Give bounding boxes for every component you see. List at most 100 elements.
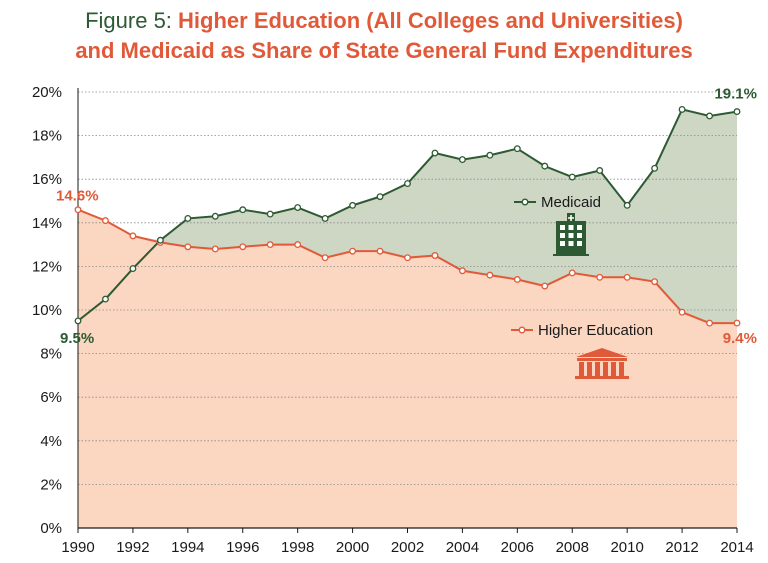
hospital-icon-window	[568, 241, 574, 246]
x-tick-label: 2012	[665, 539, 698, 556]
university-icon-column	[603, 362, 608, 376]
hospital-icon-window	[560, 233, 565, 238]
higher-ed-point	[294, 241, 302, 249]
x-tick-label: 1998	[281, 539, 314, 556]
annotation-medicaid-end: 19.1%	[714, 86, 757, 103]
higher-ed-point	[349, 247, 357, 255]
hospital-icon-window	[560, 225, 565, 230]
higher-ed-point	[706, 319, 713, 327]
university-icon-column	[579, 362, 584, 376]
higher-ed-point	[211, 245, 219, 253]
x-tick-label: 1994	[171, 539, 204, 556]
higher-ed-point	[321, 254, 329, 262]
medicaid-point	[541, 162, 549, 170]
medicaid-point	[239, 206, 247, 214]
higher-ed-point	[404, 254, 411, 262]
medicaid-point	[623, 201, 631, 209]
higher-ed-point	[733, 319, 741, 327]
x-tick-label: 2008	[556, 539, 589, 556]
y-tick-label: 14%	[32, 215, 62, 232]
medicaid-point	[321, 214, 329, 222]
y-tick-label: 18%	[32, 128, 62, 145]
y-tick-label: 10%	[32, 302, 62, 319]
medicaid-point	[486, 151, 494, 159]
medicaid-point	[349, 201, 357, 209]
x-tick-label: 2004	[446, 539, 479, 556]
legend-medicaid-label: Medicaid	[541, 194, 601, 211]
y-tick-label: 20%	[32, 84, 62, 101]
medicaid-point	[156, 236, 164, 244]
university-icon-column	[587, 362, 592, 376]
y-tick-label: 6%	[40, 389, 62, 406]
higher-ed-point	[651, 278, 659, 286]
medicaid-point	[568, 173, 576, 181]
medicaid-point	[651, 164, 659, 172]
title-line1: Higher Education (All Colleges and Unive…	[178, 8, 683, 33]
university-icon	[576, 348, 628, 357]
higher-ed-point	[486, 271, 494, 279]
x-tick-label: 1992	[116, 539, 149, 556]
y-tick-label: 0%	[40, 520, 62, 537]
title-line2: and Medicaid as Share of State General F…	[75, 38, 693, 63]
y-tick-label: 8%	[40, 346, 62, 363]
higher-ed-point	[458, 267, 466, 275]
legend-higher-ed-label: Higher Education	[538, 322, 653, 339]
medicaid-point	[513, 145, 521, 153]
hospital-icon-window	[568, 225, 574, 230]
university-icon-column	[595, 362, 600, 376]
higher-ed-point	[129, 232, 137, 240]
higher-ed-point	[541, 282, 549, 290]
x-tick-label: 2000	[336, 539, 369, 556]
medicaid-point	[376, 193, 384, 201]
higher-ed-point	[596, 273, 604, 281]
medicaid-point	[211, 212, 219, 220]
legend-higher-ed-marker	[518, 326, 526, 334]
higher-ed-point	[431, 252, 439, 259]
x-tick-label: 2006	[501, 539, 534, 556]
annotation-higher-ed-end: 9.4%	[723, 330, 757, 347]
university-icon-lintel	[577, 358, 627, 361]
y-tick-label: 12%	[32, 258, 62, 275]
hospital-icon-base	[553, 254, 589, 256]
higher-ed-point	[266, 241, 274, 249]
higher-ed-point	[184, 243, 192, 251]
medicaid-point	[266, 210, 274, 218]
x-tick-label: 2002	[391, 539, 424, 556]
medicaid-point	[404, 180, 411, 188]
annotation-medicaid-start: 9.5%	[60, 330, 94, 347]
medicaid-point	[596, 167, 604, 174]
higher-ed-point	[678, 308, 686, 316]
university-icon-column	[611, 362, 616, 376]
higher-ed-point	[568, 269, 576, 277]
x-tick-label: 1996	[226, 539, 259, 556]
x-tick-label: 2014	[720, 539, 753, 556]
university-icon-column	[619, 362, 624, 376]
higher-ed-area	[78, 209, 737, 528]
medicaid-point	[184, 214, 192, 222]
medicaid-point	[294, 204, 302, 211]
hospital-icon-window	[577, 241, 582, 246]
y-tick-label: 4%	[40, 433, 62, 450]
medicaid-point	[458, 156, 466, 164]
higher-ed-point	[239, 243, 247, 251]
title-prefix: Figure 5:	[85, 8, 179, 33]
hospital-icon-window	[577, 233, 582, 238]
medicaid-point	[129, 265, 137, 273]
hospital-icon-window	[577, 225, 582, 230]
x-tick-label: 1990	[61, 539, 94, 556]
university-icon-base	[575, 376, 629, 379]
medicaid-point	[706, 112, 713, 120]
y-tick-label: 16%	[32, 171, 62, 188]
higher-ed-point	[102, 217, 109, 225]
medicaid-point	[678, 105, 686, 113]
medicaid-point	[74, 317, 82, 325]
medicaid-point	[102, 295, 109, 303]
higher-ed-point	[376, 247, 384, 255]
x-tick-label: 2010	[610, 539, 643, 556]
medicaid-point	[431, 149, 439, 157]
chart-title: Figure 5: Higher Education (All Colleges…	[0, 6, 768, 66]
hospital-icon-window	[560, 241, 565, 246]
y-tick-label: 2%	[40, 476, 62, 493]
